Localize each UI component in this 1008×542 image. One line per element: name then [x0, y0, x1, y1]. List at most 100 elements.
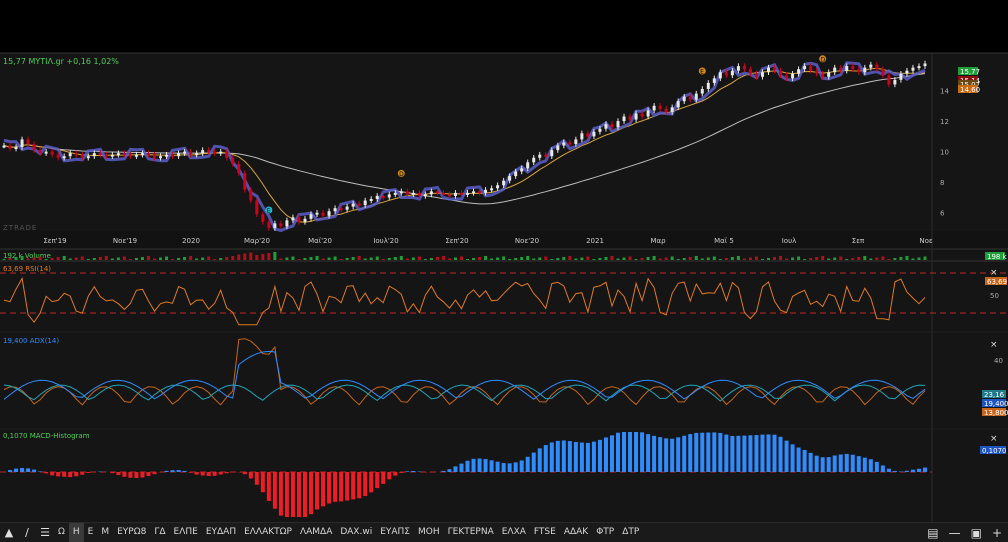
macd-bar [116, 472, 120, 475]
macd-bar [706, 433, 710, 472]
candle-body [93, 153, 96, 156]
pointer-icon[interactable]: ▲ [0, 523, 18, 542]
toolbar-item[interactable]: ΛΑΜΔΑ [296, 523, 336, 542]
candle-body [665, 109, 668, 112]
macd-bar [712, 432, 716, 472]
candle-body [21, 139, 24, 147]
macd-bar [803, 450, 807, 472]
macd-bar [315, 472, 319, 509]
candle-body [267, 222, 270, 228]
toolbar-item[interactable]: Ε [84, 523, 98, 542]
volume-bar [881, 257, 884, 261]
toolbar-item[interactable]: ΓΔ [150, 523, 169, 542]
toolbar-item[interactable]: ΜΟΗ [414, 523, 444, 542]
candle-body [99, 153, 102, 155]
volume-bar [171, 259, 174, 260]
toolbar-item[interactable]: DAX.wi [336, 523, 376, 542]
candle-body [123, 153, 126, 155]
toolbar-item[interactable]: ΔΤΡ [618, 523, 643, 542]
candle-body [478, 191, 481, 193]
volume-bar [508, 259, 511, 260]
candle-body [604, 124, 607, 129]
candle-body [875, 65, 878, 70]
macd-bar [146, 472, 150, 476]
volume-bar [45, 259, 48, 260]
volume-bar [243, 254, 246, 261]
candle-body [39, 150, 42, 153]
rsi-close-icon[interactable]: × [990, 268, 998, 278]
candle-body [617, 121, 620, 127]
candle-body [153, 155, 156, 158]
macd-bar [351, 472, 355, 499]
toolbar-item[interactable]: Η [69, 523, 84, 542]
candle-body [27, 139, 30, 144]
volume-bar [905, 256, 908, 260]
candle-body [111, 155, 114, 157]
toolbar-item[interactable]: ΦΤΡ [592, 523, 618, 542]
candle-body [791, 74, 794, 79]
volume-bar [526, 256, 529, 260]
toolbar-item[interactable]: ΕΛΛΑΚΤΩΡ [240, 523, 296, 542]
macd-bar [538, 448, 542, 472]
volume-bar [159, 258, 162, 261]
volume-bar [719, 259, 722, 260]
macd-bar [724, 435, 728, 472]
candle-body [466, 193, 469, 195]
volume-bar [677, 259, 680, 260]
candle-body [57, 155, 60, 158]
macd-bar [32, 470, 36, 472]
lines-icon[interactable]: ☰ [36, 523, 54, 542]
volume-bar [195, 259, 198, 261]
signal-marker-label: D [820, 56, 825, 63]
macd-bar [845, 454, 849, 472]
candle-body [424, 194, 427, 196]
macd-bar [327, 472, 331, 503]
toolbar-item[interactable]: Μ [97, 523, 113, 542]
candle-body [3, 146, 6, 148]
chart-type-icon[interactable]: ▤ [927, 526, 938, 540]
adx-close-icon[interactable]: × [990, 340, 998, 350]
minus-icon[interactable]: — [949, 526, 961, 540]
macd-bar [110, 472, 114, 473]
volume-bar [27, 259, 30, 261]
toolbar-item[interactable]: ΕΛΧΑ [498, 523, 530, 542]
candle-body [779, 71, 782, 76]
volume-bar [809, 258, 812, 260]
macd-bar [556, 441, 560, 472]
fullscreen-icon[interactable]: ▣ [971, 526, 982, 540]
candle-body [147, 153, 150, 155]
candle-body [641, 113, 644, 116]
macd-close-icon[interactable]: × [990, 434, 998, 444]
line-tool-icon[interactable]: ∕ [18, 523, 36, 542]
candle-body [291, 217, 294, 220]
macd-bar [152, 472, 156, 474]
toolbar-item[interactable]: ΕΥΔΑΠ [202, 523, 240, 542]
toolbar-item[interactable]: Ω [54, 523, 69, 542]
volume-bar [189, 256, 192, 260]
candle-body [442, 193, 445, 195]
candle-body [448, 194, 451, 196]
toolbar-item[interactable]: ΕΥΡΩ8 [113, 523, 150, 542]
candle-body [701, 89, 704, 94]
volume-bar [406, 259, 409, 261]
candle-body [484, 190, 487, 193]
candle-body [364, 201, 367, 206]
candle-body [905, 71, 908, 74]
macd-bar [526, 457, 530, 472]
x-axis-label: 2020 [182, 237, 200, 245]
toolbar-item[interactable]: ΓΕΚΤΕΡΝΑ [444, 523, 498, 542]
toolbar-item[interactable]: FTSE [530, 523, 560, 542]
plus-icon[interactable]: + [992, 526, 1002, 540]
macd-bar [20, 468, 24, 472]
toolbar-item[interactable]: ΕΛΠΕ [170, 523, 202, 542]
volume-bar [761, 259, 764, 260]
toolbar-item[interactable]: ΕΥΑΠΣ [376, 523, 414, 542]
candle-body [346, 207, 349, 210]
volume-bar [544, 257, 547, 261]
toolbar-item[interactable]: ΑΔΑΚ [560, 523, 592, 542]
macd-bar [923, 468, 927, 472]
volume-bar [81, 257, 84, 261]
candle-body [568, 142, 571, 144]
macd-bar [490, 460, 494, 472]
